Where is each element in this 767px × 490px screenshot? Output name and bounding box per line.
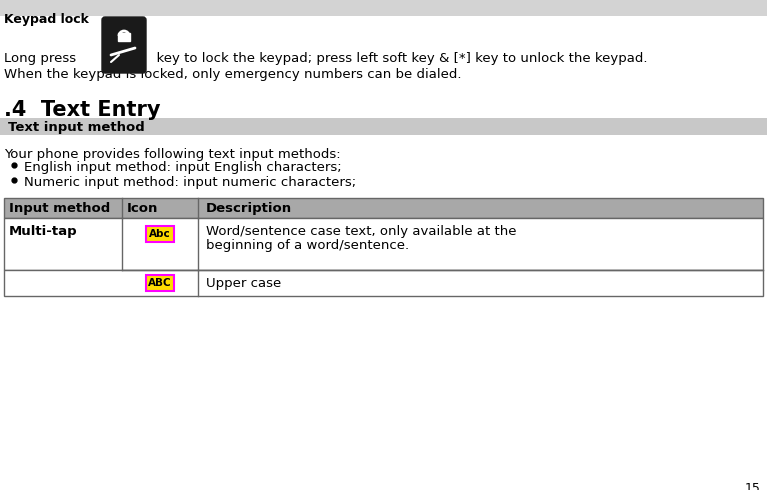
Text: When the keypad is locked, only emergency numbers can be dialed.: When the keypad is locked, only emergenc… [4, 68, 462, 81]
Text: .4  Text Entry: .4 Text Entry [4, 100, 160, 120]
Text: ABC: ABC [148, 278, 172, 288]
Text: Long press: Long press [4, 52, 76, 65]
Text: Abc: Abc [149, 229, 171, 239]
Text: Multi-tap: Multi-tap [9, 225, 77, 238]
Text: 15: 15 [745, 482, 761, 490]
Text: beginning of a word/sentence.: beginning of a word/sentence. [206, 239, 409, 252]
Bar [0, 118, 767, 135]
Text: Icon: Icon [127, 202, 158, 215]
Text: Input method: Input method [9, 202, 110, 215]
Bar [118, 33, 130, 41]
Text: English input method: input English characters;: English input method: input English char… [24, 161, 341, 174]
Text: Keypad lock: Keypad lock [4, 13, 89, 26]
Bar [4, 198, 763, 218]
Text: Upper case: Upper case [206, 277, 281, 290]
Bar [0, 0, 767, 16]
Bar [146, 275, 174, 291]
Text: Your phone provides following text input methods:: Your phone provides following text input… [4, 148, 341, 161]
Bar [146, 226, 174, 242]
Bar [4, 270, 763, 296]
Text: Word/sentence case text, only available at the: Word/sentence case text, only available … [206, 225, 516, 238]
Text: Numeric input method: input numeric characters;: Numeric input method: input numeric char… [24, 176, 356, 189]
Bar [4, 218, 763, 270]
FancyBboxPatch shape [102, 17, 146, 73]
Text: Text input method: Text input method [8, 121, 145, 134]
Text: key to lock the keypad; press left soft key & [*] key to unlock the keypad.: key to lock the keypad; press left soft … [148, 52, 647, 65]
Text: Description: Description [206, 202, 292, 215]
